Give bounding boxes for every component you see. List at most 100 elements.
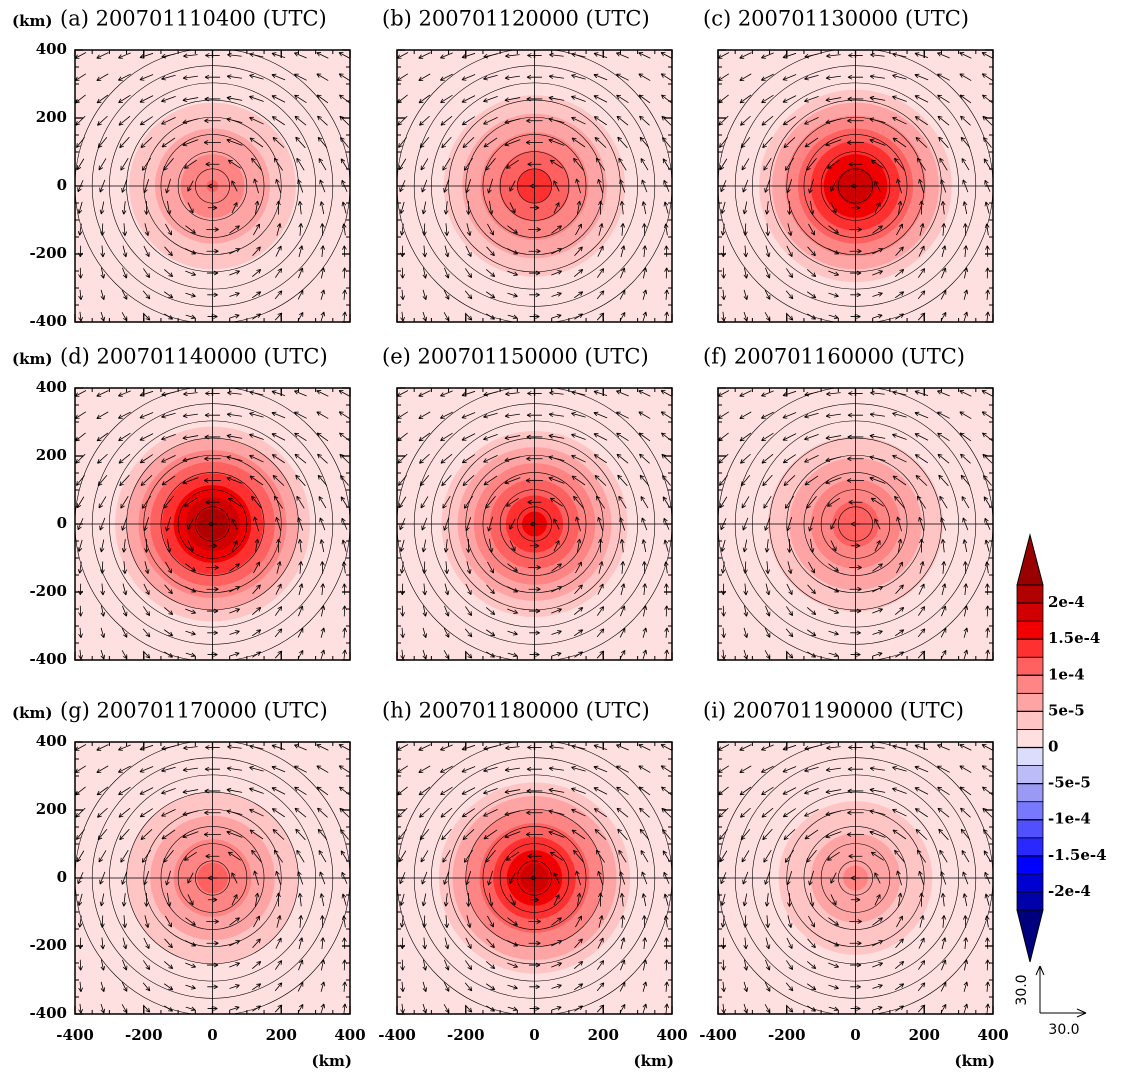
wind-vector (762, 828, 773, 841)
wind-vector (397, 829, 407, 840)
wind-vector (229, 292, 240, 297)
wind-vector (782, 95, 797, 103)
wind-vector (787, 892, 792, 907)
wind-vector (341, 223, 347, 236)
wind-vector (642, 561, 647, 574)
wind-vector (320, 583, 326, 596)
wind-vector (807, 1005, 817, 1012)
wind-vector (320, 605, 326, 617)
wind-vector (185, 917, 196, 926)
wind-vector (741, 850, 750, 863)
wind-vector (187, 540, 194, 552)
wind-vector (828, 314, 839, 320)
wind-vector (318, 158, 327, 171)
wind-vector (664, 1003, 669, 1014)
wind-vector (163, 607, 174, 616)
colorbar-box (1016, 584, 1044, 604)
wind-vector (400, 267, 405, 279)
wind-vector (400, 311, 405, 322)
wind-vector (483, 455, 498, 463)
wind-vector (551, 984, 562, 989)
wind-vector (638, 73, 651, 81)
wind-vector (642, 937, 648, 950)
wind-vector (941, 937, 947, 950)
wind-vector (782, 744, 797, 751)
y-tick-label: -400 (29, 650, 67, 668)
wind-vector (422, 627, 428, 639)
wind-vector (488, 538, 494, 553)
wind-vector (317, 136, 328, 148)
wind-vector (620, 561, 626, 574)
wind-vector (937, 432, 950, 442)
wind-vector (620, 915, 626, 928)
wind-vector (271, 433, 286, 441)
wind-vector (828, 1006, 839, 1012)
wind-vector (616, 115, 629, 126)
wind-vector (576, 892, 582, 907)
wind-vector (142, 628, 151, 638)
wind-vector (571, 116, 586, 125)
wind-vector (185, 1006, 196, 1012)
wind-vector (100, 981, 106, 993)
wind-vector (249, 73, 264, 80)
wind-vector (96, 52, 109, 59)
wind-vector (440, 411, 453, 419)
wind-vector (444, 915, 450, 928)
wind-vector (828, 292, 839, 298)
wind-vector (96, 73, 109, 81)
panel: (e) 200701150000 (UTC) (382, 345, 673, 661)
wind-vector (294, 786, 307, 796)
x-tick-label: 400 (334, 1026, 365, 1044)
wind-vector (664, 981, 669, 992)
wind-vector (98, 496, 107, 509)
wind-vector (486, 313, 496, 320)
wind-vector (253, 561, 260, 574)
wind-vector (139, 766, 154, 773)
wind-vector (485, 607, 496, 616)
wind-vector (251, 607, 262, 615)
wind-vector (830, 894, 837, 906)
colorbar-box (1016, 783, 1044, 803)
wind-vector (985, 649, 990, 660)
wind-vector (504, 789, 521, 794)
wind-vector (940, 892, 946, 907)
wind-vector (638, 786, 651, 796)
wind-vector (553, 202, 560, 214)
wind-vector (399, 561, 405, 574)
wind-vector (551, 270, 562, 276)
wind-vector (784, 157, 795, 171)
wind-vector (551, 630, 562, 635)
wind-vector (640, 850, 649, 863)
colorbar-label: -1.5e-4 (1048, 846, 1107, 864)
wind-vector (918, 268, 926, 278)
wind-vector (298, 223, 304, 236)
wind-vector (98, 850, 107, 863)
wind-vector (483, 137, 498, 148)
wind-vector (183, 745, 198, 751)
wind-vector (318, 850, 327, 863)
wind-vector (161, 455, 176, 463)
y-tick-label: 400 (36, 732, 67, 750)
wind-vector (897, 538, 903, 553)
wind-vector (139, 808, 153, 818)
wind-vector (166, 538, 172, 553)
wind-vector (985, 289, 990, 300)
wind-vector (96, 411, 109, 419)
wind-vector (444, 267, 450, 279)
wind-vector (298, 915, 304, 928)
wind-vector (765, 937, 771, 950)
wind-vector (786, 268, 794, 279)
wind-vector (892, 787, 907, 794)
wind-vector (782, 390, 797, 397)
wind-vector (271, 95, 286, 103)
wind-vector (718, 475, 728, 486)
panel-title: (e) 200701150000 (UTC) (382, 345, 649, 369)
wind-vector (761, 411, 774, 419)
wind-vector (981, 765, 993, 773)
wind-vector (642, 267, 648, 279)
wind-vector (982, 786, 993, 796)
wind-vector (140, 137, 153, 149)
panel-title: (f) 200701160000 (UTC) (703, 345, 965, 369)
wind-vector (639, 474, 650, 486)
panel: -400 -200 0 200 400 -400 -200 0 200 400 (g) 200701… (12, 699, 366, 1071)
